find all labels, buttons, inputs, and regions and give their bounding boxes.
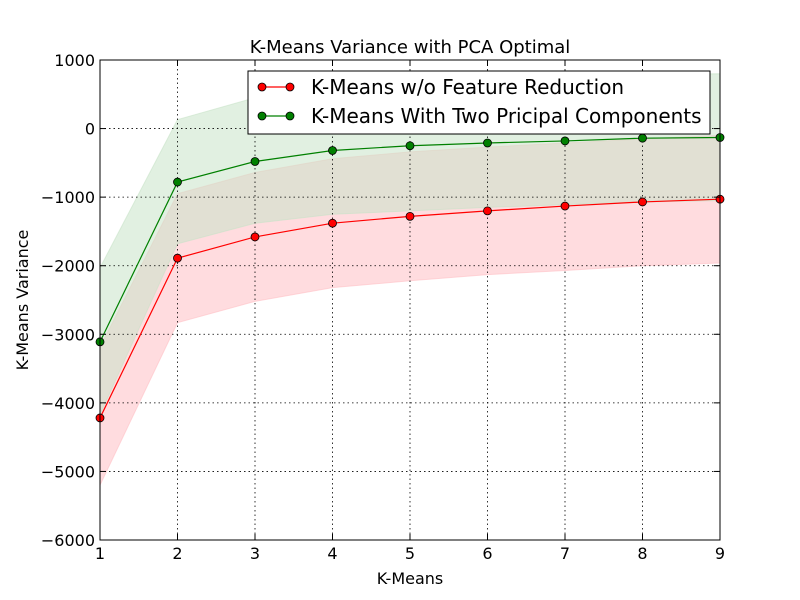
x-tick-label: 4 [327, 544, 337, 563]
data-point [560, 136, 570, 146]
legend-marker [285, 82, 295, 92]
y-tick-label: −6000 [41, 531, 95, 550]
legend-label: K-Means With Two Pricipal Components [311, 104, 702, 128]
data-point [328, 146, 337, 155]
data-point [560, 201, 570, 211]
x-tick-label: 5 [405, 544, 415, 563]
data-point [250, 157, 260, 166]
y-tick-label: 1000 [54, 51, 95, 70]
data-point [483, 138, 492, 148]
data-point [405, 141, 415, 151]
grid-lines [100, 60, 720, 540]
x-tick-label: 7 [560, 544, 570, 563]
y-tick-label: 0 [85, 120, 95, 139]
axis-ticks [99, 59, 721, 541]
series-markers [95, 133, 725, 423]
y-tick-label: −2000 [41, 257, 95, 276]
chart-title: K-Means Variance with PCA Optimal [250, 37, 571, 58]
x-tick-label: 3 [250, 544, 260, 563]
data-point [483, 206, 492, 216]
x-tick-label: 2 [172, 544, 182, 563]
y-axis-label: K-Means Variance [13, 230, 32, 371]
x-tick-label: 1 [95, 544, 105, 563]
data-point [405, 211, 415, 221]
legend-marker [285, 111, 295, 121]
legend-marker [257, 111, 267, 121]
x-tick-labels: 1 2 3 4 5 6 7 8 9 [95, 544, 725, 563]
x-tick-label: 8 [637, 544, 647, 563]
legend: K-Means w/o Feature Reduction K-Means Wit… [247, 70, 711, 135]
data-point [173, 177, 182, 187]
confidence-bands [100, 73, 720, 486]
data-point [173, 253, 182, 263]
y-tick-label: −1000 [41, 188, 95, 207]
x-axis-label: K-Means [377, 569, 444, 588]
legend-label: K-Means w/o Feature Reduction [311, 75, 624, 99]
y-tick-label: −5000 [41, 462, 95, 481]
data-point [638, 197, 647, 207]
y-tick-label: −3000 [41, 325, 95, 344]
x-tick-label: 6 [482, 544, 492, 563]
y-tick-labels: 1000 0 −1000 −2000 −3000 −4000 −5000 −6000 [41, 51, 95, 550]
x-tick-label: 9 [715, 544, 725, 563]
y-tick-label: −4000 [41, 394, 95, 413]
data-point [250, 232, 260, 242]
data-point [638, 133, 647, 143]
legend-box [247, 70, 711, 135]
legend-marker [257, 82, 267, 92]
data-point [328, 218, 337, 228]
